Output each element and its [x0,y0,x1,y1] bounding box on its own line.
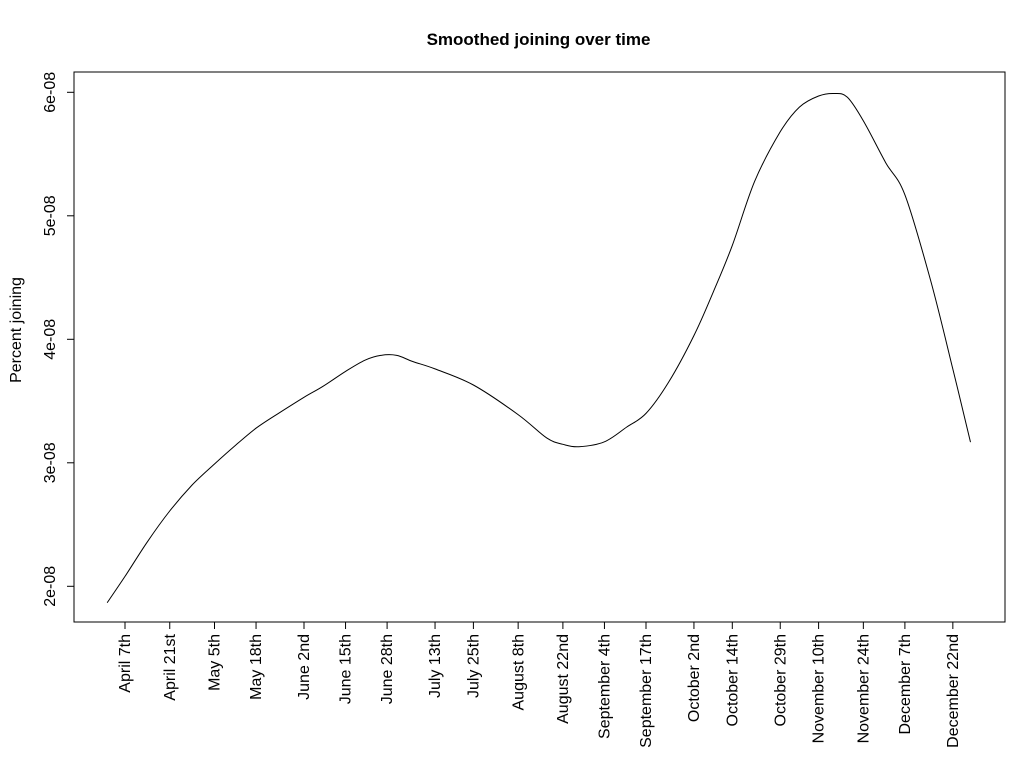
x-tick-label: October 29th [772,634,789,727]
x-tick-label: December 7th [897,634,914,735]
y-tick-label: 2e-08 [42,566,59,607]
x-tick-label: June 15th [338,634,355,704]
x-tick-label: December 22nd [945,634,962,748]
y-tick-label: 5e-08 [42,195,59,236]
x-tick-label: August 8th [510,634,527,711]
plot-area-border [73,71,1006,623]
y-axis-ticks: 2e-08 3e-08 4e-08 5e-08 6e-08 [42,72,74,607]
x-tick-label: November 10th [811,634,828,743]
x-tick-label: June 28th [379,634,396,704]
x-tick-label: September 17th [638,634,655,748]
x-tick-label: April 21st [162,633,179,700]
x-tick-label: October 14th [724,634,741,727]
x-tick-label: August 22nd [555,634,572,724]
x-tick-label: July 13th [427,634,444,698]
x-tick-label: June 2nd [296,634,313,700]
x-axis-ticks: April 7th April 21st May 5th May 18th June 2… [117,622,962,748]
series-line [106,92,971,603]
x-tick-label: May 5th [207,634,224,691]
y-tick-label: 3e-08 [42,442,59,483]
x-tick-label: September 4th [597,634,614,739]
y-tick-label: 4e-08 [42,319,59,360]
x-tick-label: April 7th [117,634,134,693]
x-tick-label: November 24th [855,634,872,743]
y-axis-label: Percent joining [8,277,25,383]
x-tick-label: May 18th [248,634,265,700]
y-tick-label: 6e-08 [42,72,59,113]
x-tick-label: October 2nd [686,634,703,722]
chart-title: Smoothed joining over time [427,30,651,49]
x-tick-label: July 25th [466,634,483,698]
